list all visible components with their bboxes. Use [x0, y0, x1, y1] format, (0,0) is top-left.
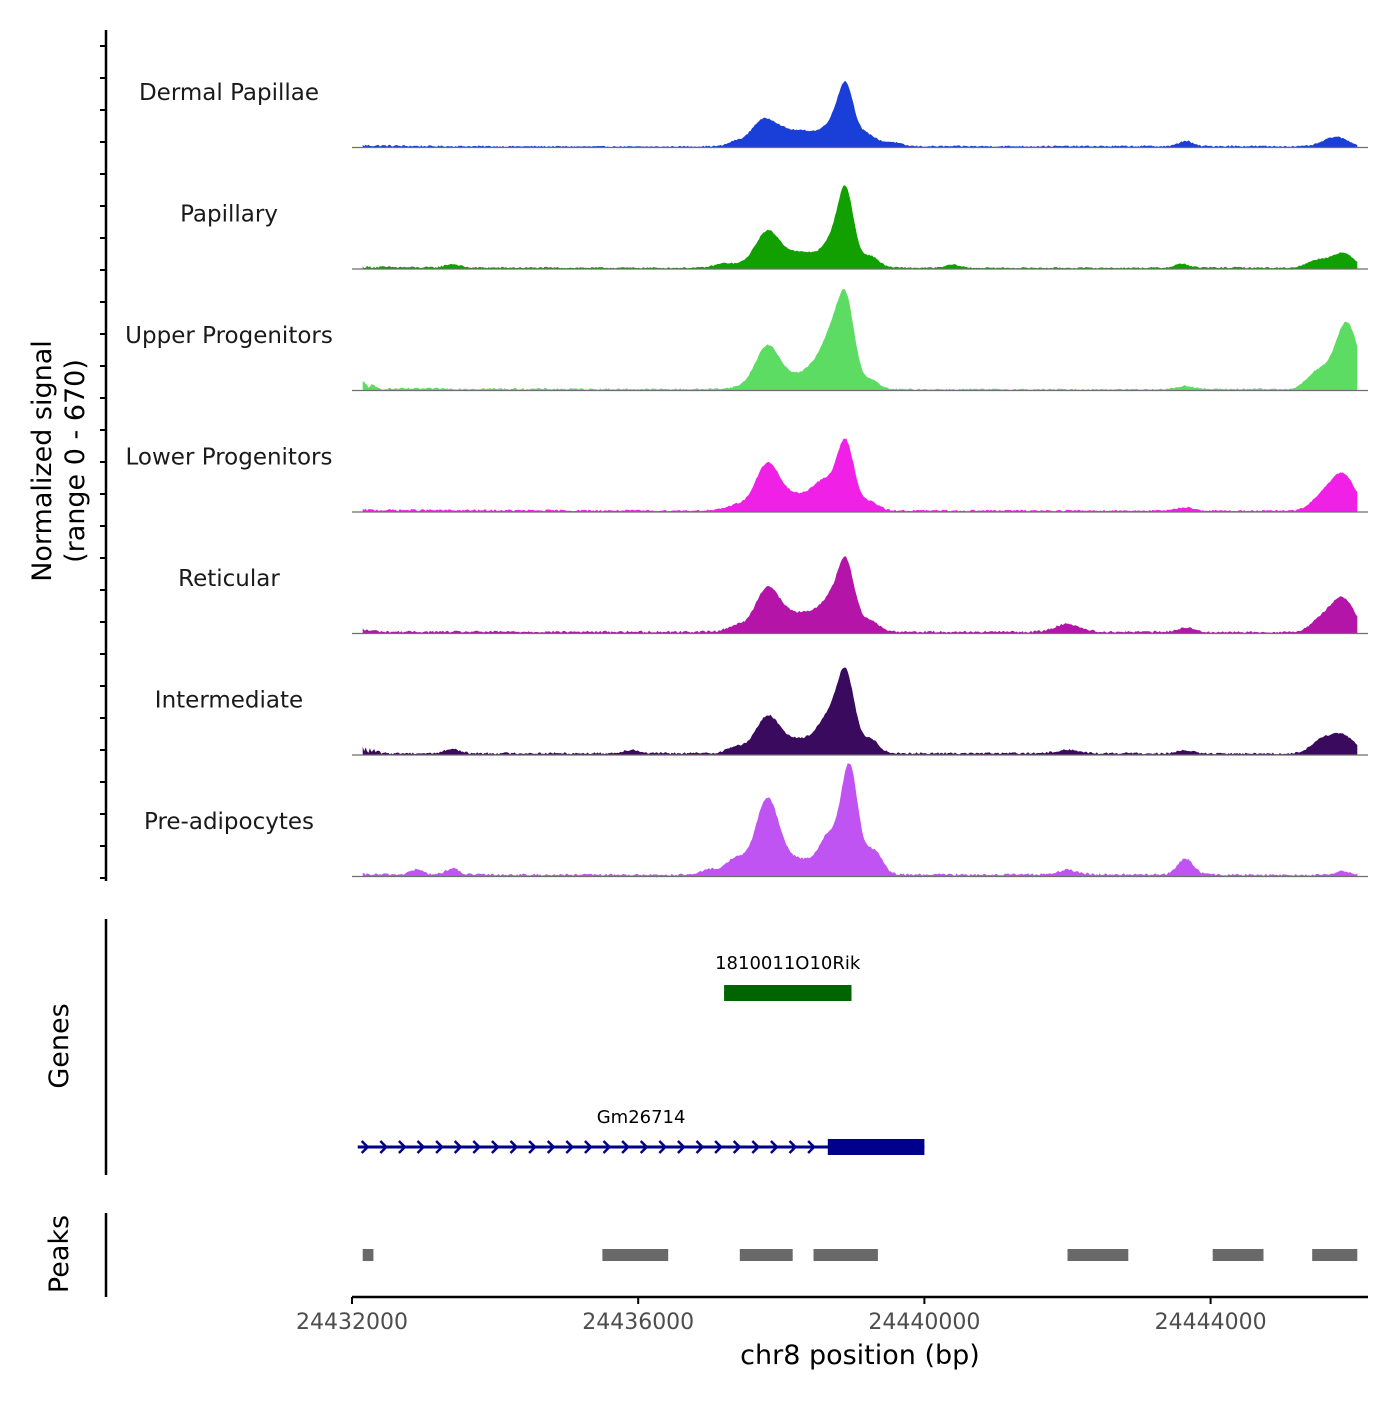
coverage-area [362, 667, 1358, 755]
coverage-panel: Dermal Papillae Papillary Upper Progenitor… [125, 80, 1368, 878]
genes-panel: Genes 1810011O10Rik Gm26714 [44, 919, 925, 1175]
strand-arrow [379, 1140, 389, 1154]
track-label: Reticular [178, 566, 280, 592]
strand-arrow [602, 1140, 612, 1154]
peak-region [1212, 1249, 1264, 1261]
track-label: Lower Progenitors [126, 445, 333, 471]
strand-arrow [639, 1140, 649, 1154]
strand-arrow [491, 1140, 500, 1154]
coverage-track: Papillary [180, 185, 1368, 270]
strand-arrow [565, 1140, 575, 1154]
strand-arrow [360, 1140, 370, 1154]
gene-exon [724, 985, 852, 1001]
peak-region [739, 1249, 793, 1261]
strand-arrow [472, 1140, 482, 1154]
peaks-panel: Peaks [44, 1213, 1358, 1297]
strand-arrow [621, 1140, 630, 1154]
strand-arrow [398, 1140, 407, 1154]
gene-exon [827, 1139, 925, 1155]
strand-arrow [770, 1140, 779, 1154]
coverage-track: Reticular [178, 556, 1368, 635]
peak-region [1312, 1249, 1358, 1261]
coverage-y-label-line1: Normalized signal [27, 340, 58, 582]
strand-arrow [677, 1140, 686, 1154]
track-label: Upper Progenitors [125, 323, 333, 349]
strand-arrow [751, 1140, 761, 1154]
coverage-area [362, 289, 1358, 391]
peak-region [602, 1249, 669, 1261]
gene: 1810011O10Rik [715, 953, 861, 1001]
peak-region [1067, 1249, 1129, 1261]
strand-arrow [658, 1140, 668, 1154]
coverage-area [362, 438, 1358, 512]
strand-arrow [528, 1140, 537, 1154]
x-axis-tick-label: 24436000 [582, 1310, 694, 1335]
strand-arrow [732, 1140, 742, 1154]
peak-region [362, 1249, 374, 1261]
strand-arrow [807, 1140, 816, 1154]
track-label: Papillary [180, 202, 278, 228]
strand-arrow [584, 1140, 593, 1154]
coverage-area [362, 185, 1358, 269]
strand-arrow [788, 1140, 798, 1154]
coverage-track: Intermediate [155, 667, 1368, 756]
x-axis-tick-label: 24440000 [868, 1310, 980, 1335]
gene-label: Gm26714 [597, 1107, 686, 1128]
strand-arrow [435, 1140, 444, 1154]
strand-arrow [546, 1140, 556, 1154]
coverage-area [362, 763, 1358, 877]
strand-arrow [714, 1140, 723, 1154]
strand-arrow [509, 1140, 519, 1154]
strand-arrow [453, 1140, 463, 1154]
track-label: Intermediate [155, 688, 303, 714]
gene: Gm26714 [357, 1107, 925, 1155]
coverage-track: Pre-adipocytes [144, 763, 1368, 878]
track-label: Pre-adipocytes [144, 809, 314, 835]
coverage-area [362, 556, 1358, 634]
peak-region [813, 1249, 878, 1261]
strand-arrow [695, 1140, 705, 1154]
coverage-y-axis: Normalized signal (range 0 - 670) [27, 30, 108, 881]
x-axis-tick-label: 24444000 [1155, 1310, 1267, 1335]
x-axis-tick-label: 24432000 [296, 1310, 408, 1335]
genes-y-label: Genes [44, 1003, 75, 1088]
coverage-area [362, 80, 1358, 148]
x-axis-label: chr8 position (bp) [740, 1340, 980, 1371]
peaks-y-label: Peaks [44, 1215, 75, 1293]
x-axis: chr8 position (bp) 24432000 24436000 24440… [296, 1295, 1368, 1371]
track-label: Dermal Papillae [139, 80, 319, 106]
coverage-y-label-line2: (range 0 - 670) [60, 359, 91, 563]
gene-label: 1810011O10Rik [715, 953, 861, 974]
strand-arrow [416, 1140, 426, 1154]
coverage-track: Lower Progenitors [126, 438, 1368, 513]
coverage-track: Upper Progenitors [125, 289, 1368, 392]
coverage-track: Dermal Papillae [139, 80, 1368, 149]
